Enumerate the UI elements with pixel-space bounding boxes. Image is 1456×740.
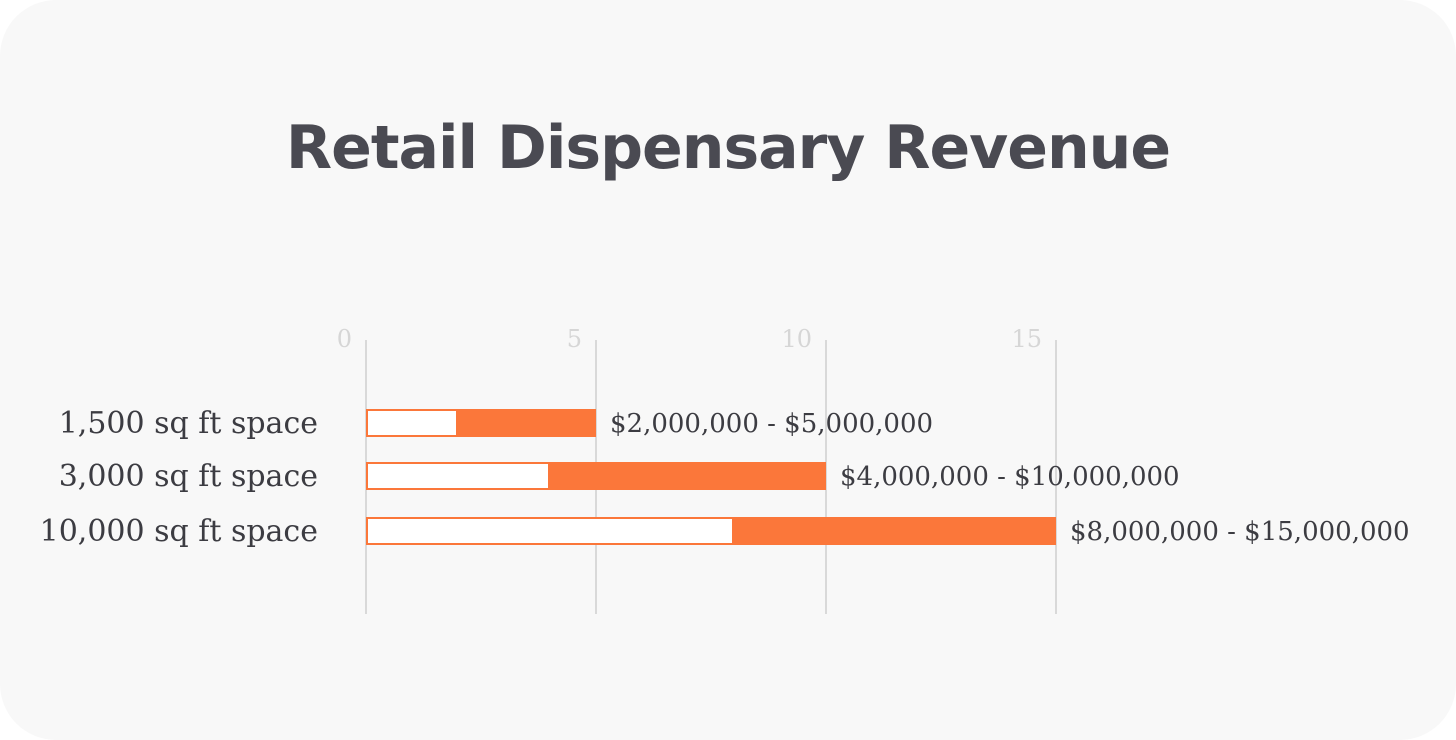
x-tick-label: 5 [567,325,582,353]
x-tick-label: 0 [337,325,352,353]
bar-segment [734,517,1056,545]
bar-segment [550,462,826,490]
category-label: 1,500 sq ft space [59,406,318,441]
x-tick-label: 10 [781,325,812,353]
category-label: 3,000 sq ft space [59,459,318,494]
x-tick-label: 15 [1011,325,1042,353]
data-label: $8,000,000 - $15,000,000 [1070,517,1410,547]
data-label: $2,000,000 - $5,000,000 [610,409,933,439]
bar-segment [366,409,458,437]
category-label: 10,000 sq ft space [40,514,318,549]
data-label: $4,000,000 - $10,000,000 [840,462,1180,492]
bar-segment [366,462,550,490]
chart-title: Retail Dispensary Revenue [285,113,1171,183]
bar-segment [458,409,596,437]
bar-segment [366,517,734,545]
